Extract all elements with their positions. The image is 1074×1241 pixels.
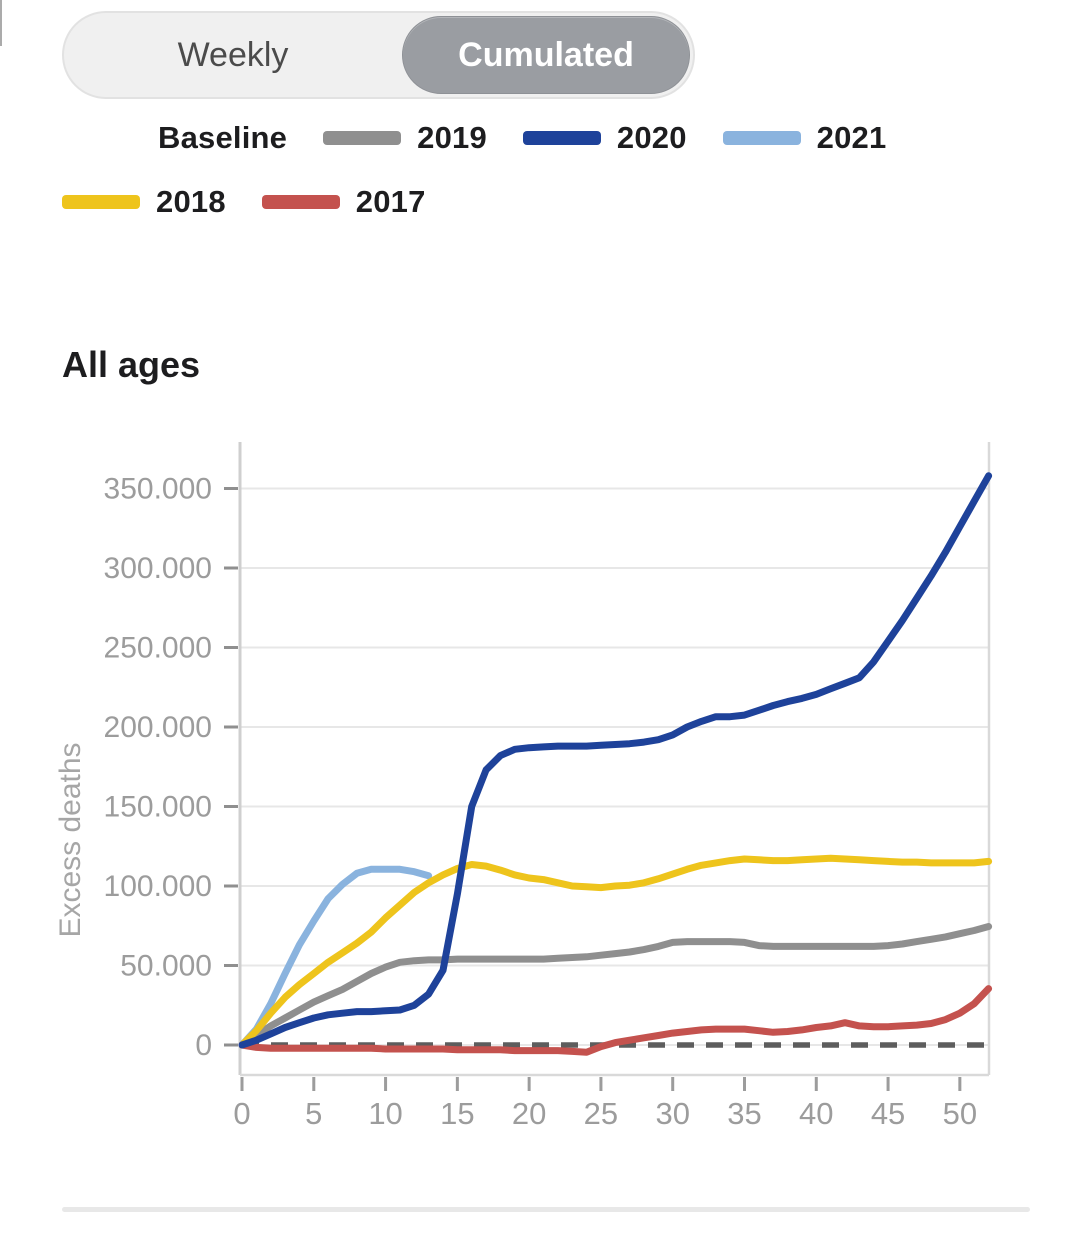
y-tick-label: 50.000 — [120, 950, 212, 983]
x-tick-label: 0 — [233, 1096, 250, 1130]
view-toggle: Weekly Cumulated — [62, 11, 695, 99]
legend-item-2018: 2018 — [62, 184, 226, 220]
series-line-2017 — [238, 985, 993, 1056]
x-tick-label: 50 — [943, 1096, 977, 1130]
x-tick-label: 25 — [584, 1096, 618, 1130]
legend-item-2021: 2021 — [722, 120, 887, 156]
legend-label: 2018 — [156, 184, 226, 219]
x-tick-label: 30 — [655, 1096, 689, 1130]
series-line-2018 — [238, 854, 993, 1049]
legend-row: Baseline 2019 2020 2021 — [62, 120, 886, 156]
line-swatch-icon — [323, 131, 402, 145]
toggle-weekly[interactable]: Weekly — [64, 13, 402, 97]
legend-item-2019: 2019 — [323, 120, 487, 156]
x-tick-label: 45 — [871, 1096, 905, 1130]
y-tick-label: 150.000 — [104, 791, 212, 824]
legend-label: 2017 — [355, 184, 426, 219]
legend-item-2017: 2017 — [261, 184, 426, 220]
legend-label: 2019 — [417, 120, 487, 155]
line-swatch-icon — [522, 131, 601, 145]
legend-label: 2020 — [616, 120, 687, 155]
y-axis-title: Excess deaths — [54, 742, 87, 937]
toggle-cumulated[interactable]: Cumulated — [402, 16, 690, 94]
legend-item-baseline: Baseline — [62, 120, 287, 156]
chart-legend: Baseline 2019 2020 2021 2018 2017 — [62, 120, 886, 220]
legend-row: 2018 2017 — [62, 184, 886, 220]
x-tick-label: 35 — [727, 1096, 761, 1130]
line-swatch-icon — [261, 195, 340, 209]
y-tick-label: 200.000 — [104, 711, 212, 744]
series-line-2019 — [238, 923, 993, 1049]
dotted-line-swatch-icon — [62, 133, 142, 143]
series-line-2020 — [238, 472, 993, 1049]
legend-label: 2021 — [816, 120, 887, 155]
y-tick-label: 100.000 — [104, 870, 212, 903]
x-tick-label: 5 — [305, 1096, 322, 1130]
x-tick-label: 10 — [368, 1096, 402, 1130]
series-line-2021 — [238, 865, 433, 1049]
excess-deaths-chart: 0 50.000 100.000 150.000 200.000 250.000 300.0… — [54, 442, 993, 1130]
bottom-divider — [62, 1207, 1030, 1212]
line-swatch-icon — [62, 195, 140, 209]
x-tick-label: 20 — [512, 1096, 546, 1130]
y-tick-label: 350.000 — [104, 473, 212, 506]
legend-item-2020: 2020 — [522, 120, 687, 156]
x-tick-label: 40 — [799, 1096, 833, 1130]
x-tick-label: 15 — [440, 1096, 474, 1130]
y-tick-label: 300.000 — [104, 552, 212, 585]
line-swatch-icon — [722, 131, 801, 145]
legend-label: Baseline — [158, 120, 288, 155]
y-tick-label: 0 — [195, 1029, 212, 1062]
section-title: All ages — [62, 344, 201, 385]
y-tick-label: 250.000 — [104, 632, 212, 665]
left-edge-line — [0, 0, 2, 46]
